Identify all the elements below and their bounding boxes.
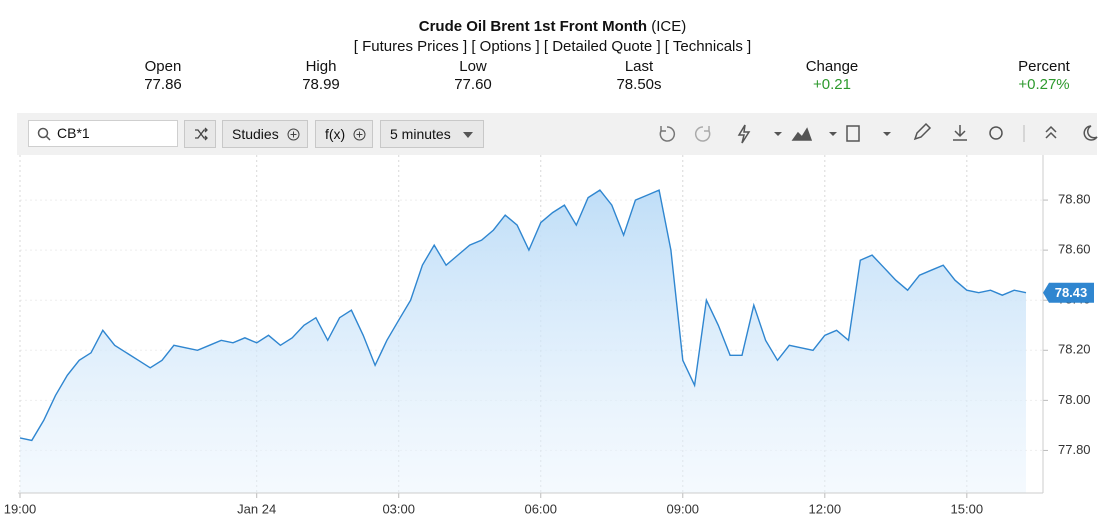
draw-icon[interactable] [913,122,932,141]
x-tick-label: Jan 24 [237,501,276,516]
studies-label: Studies [232,126,279,142]
quote-value: 78.50s [616,76,662,93]
y-tick-label: 78.80 [1058,192,1091,207]
quote-item: High 78.99 [261,58,381,94]
quote-value: 77.60 [454,76,492,93]
undo-icon[interactable] [659,126,676,142]
x-tick-label: 12:00 [809,501,842,516]
x-tick-label: 09:00 [667,501,700,516]
quote-value: 77.86 [144,76,182,93]
caret [463,132,473,138]
plus-icon [287,128,300,141]
quote-item: Percent +0.27% [984,58,1104,94]
y-tick-label: 77.80 [1058,442,1091,457]
area-fill [20,190,1026,493]
link[interactable]: [ Technicals ] [664,38,752,55]
quote-label: Open [144,58,182,75]
quote-label: Percent [1018,58,1070,75]
quote-label: Low [459,58,487,75]
collapse-icon[interactable] [1045,125,1057,139]
quote-item: Last 78.50s [579,58,699,94]
instrument-name: Crude Oil Brent 1st Front Month [418,18,648,35]
quote-item: Open 77.86 [103,58,223,94]
y-tick-label: 78.20 [1058,342,1091,357]
y-tick-label: 78.00 [1058,392,1091,407]
compare-button[interactable] [184,120,216,148]
price-badge-label: 78.43 [1055,285,1088,300]
quote-value: +0.27% [1018,76,1070,93]
link[interactable]: [ Detailed Quote ] [543,38,661,55]
quote-value: 78.99 [302,76,340,93]
quote-label: Last [624,58,654,75]
x-tick-label: 15:00 [951,501,984,516]
theme-icon[interactable] [1083,125,1098,141]
toolbar-icons [659,122,1098,144]
quote-item: Change +0.21 [772,58,892,94]
redo-icon[interactable] [694,126,711,142]
symbol-search[interactable]: CB*1 [28,120,178,147]
plus-icon [353,128,366,141]
quote-item: Low 77.60 [413,58,533,94]
download-icon[interactable] [953,125,967,141]
header-links: [ Futures Prices ] [ Options ] [ Detaile… [0,38,1105,55]
settings-icon[interactable] [989,126,1003,140]
functions-button[interactable]: f(x) [315,120,373,148]
chart-type-icon[interactable] [791,127,813,141]
price-badge [1043,282,1094,303]
layout-icon[interactable] [846,125,860,142]
shuffle-icon [195,127,208,141]
y-tick-label: 78.60 [1058,242,1091,257]
link[interactable]: [ Futures Prices ] [353,38,468,55]
link[interactable]: [ Options ] [471,38,540,55]
quote-value: +0.21 [813,76,851,93]
exchange: (ICE) [651,18,687,35]
search-icon [37,127,51,141]
price-line [19,189,1027,442]
header-title: Crude Oil Brent 1st Front Month (ICE) [0,18,1105,35]
x-tick-label: 06:00 [524,501,557,516]
studies-button[interactable]: Studies [222,120,308,148]
interval-select[interactable]: 5 minutes [380,120,484,148]
flash-icon[interactable] [737,124,751,144]
x-tick-label: 03:00 [382,501,415,516]
x-tick-label: 19:00 [4,501,37,516]
quote-label: Change [805,58,859,75]
interval-label: 5 minutes [390,126,451,142]
functions-label: f(x) [325,126,346,142]
toolbar: CB*1 Studies f(x) 5 minutes [17,113,1098,155]
quote-label: High [305,58,337,75]
